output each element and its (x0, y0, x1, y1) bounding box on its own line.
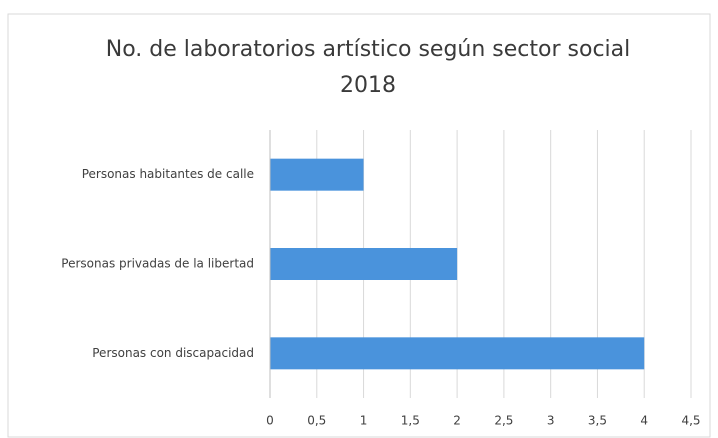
chart-title: No. de laboratorios artístico según sect… (106, 37, 631, 62)
x-tick-label: 0 (266, 414, 274, 428)
x-tick-label: 2 (453, 414, 461, 428)
x-tick-label: 4,5 (681, 414, 700, 428)
x-tick-label: 4 (640, 414, 648, 428)
y-tick-label: Personas con discapacidad (92, 346, 254, 360)
bar (270, 158, 364, 191)
chart-title: 2018 (340, 73, 396, 98)
x-tick-label: 1 (360, 414, 368, 428)
bar (270, 337, 645, 370)
x-tick-label: 0,5 (307, 414, 326, 428)
x-tick-label: 2,5 (494, 414, 513, 428)
x-tick-label: 3 (547, 414, 555, 428)
y-tick-label: Personas privadas de la libertad (61, 257, 254, 271)
bar (270, 248, 458, 280)
x-tick-label: 3,5 (588, 414, 607, 428)
y-tick-label: Personas habitantes de calle (82, 167, 254, 181)
x-tick-label: 1,5 (401, 414, 420, 428)
